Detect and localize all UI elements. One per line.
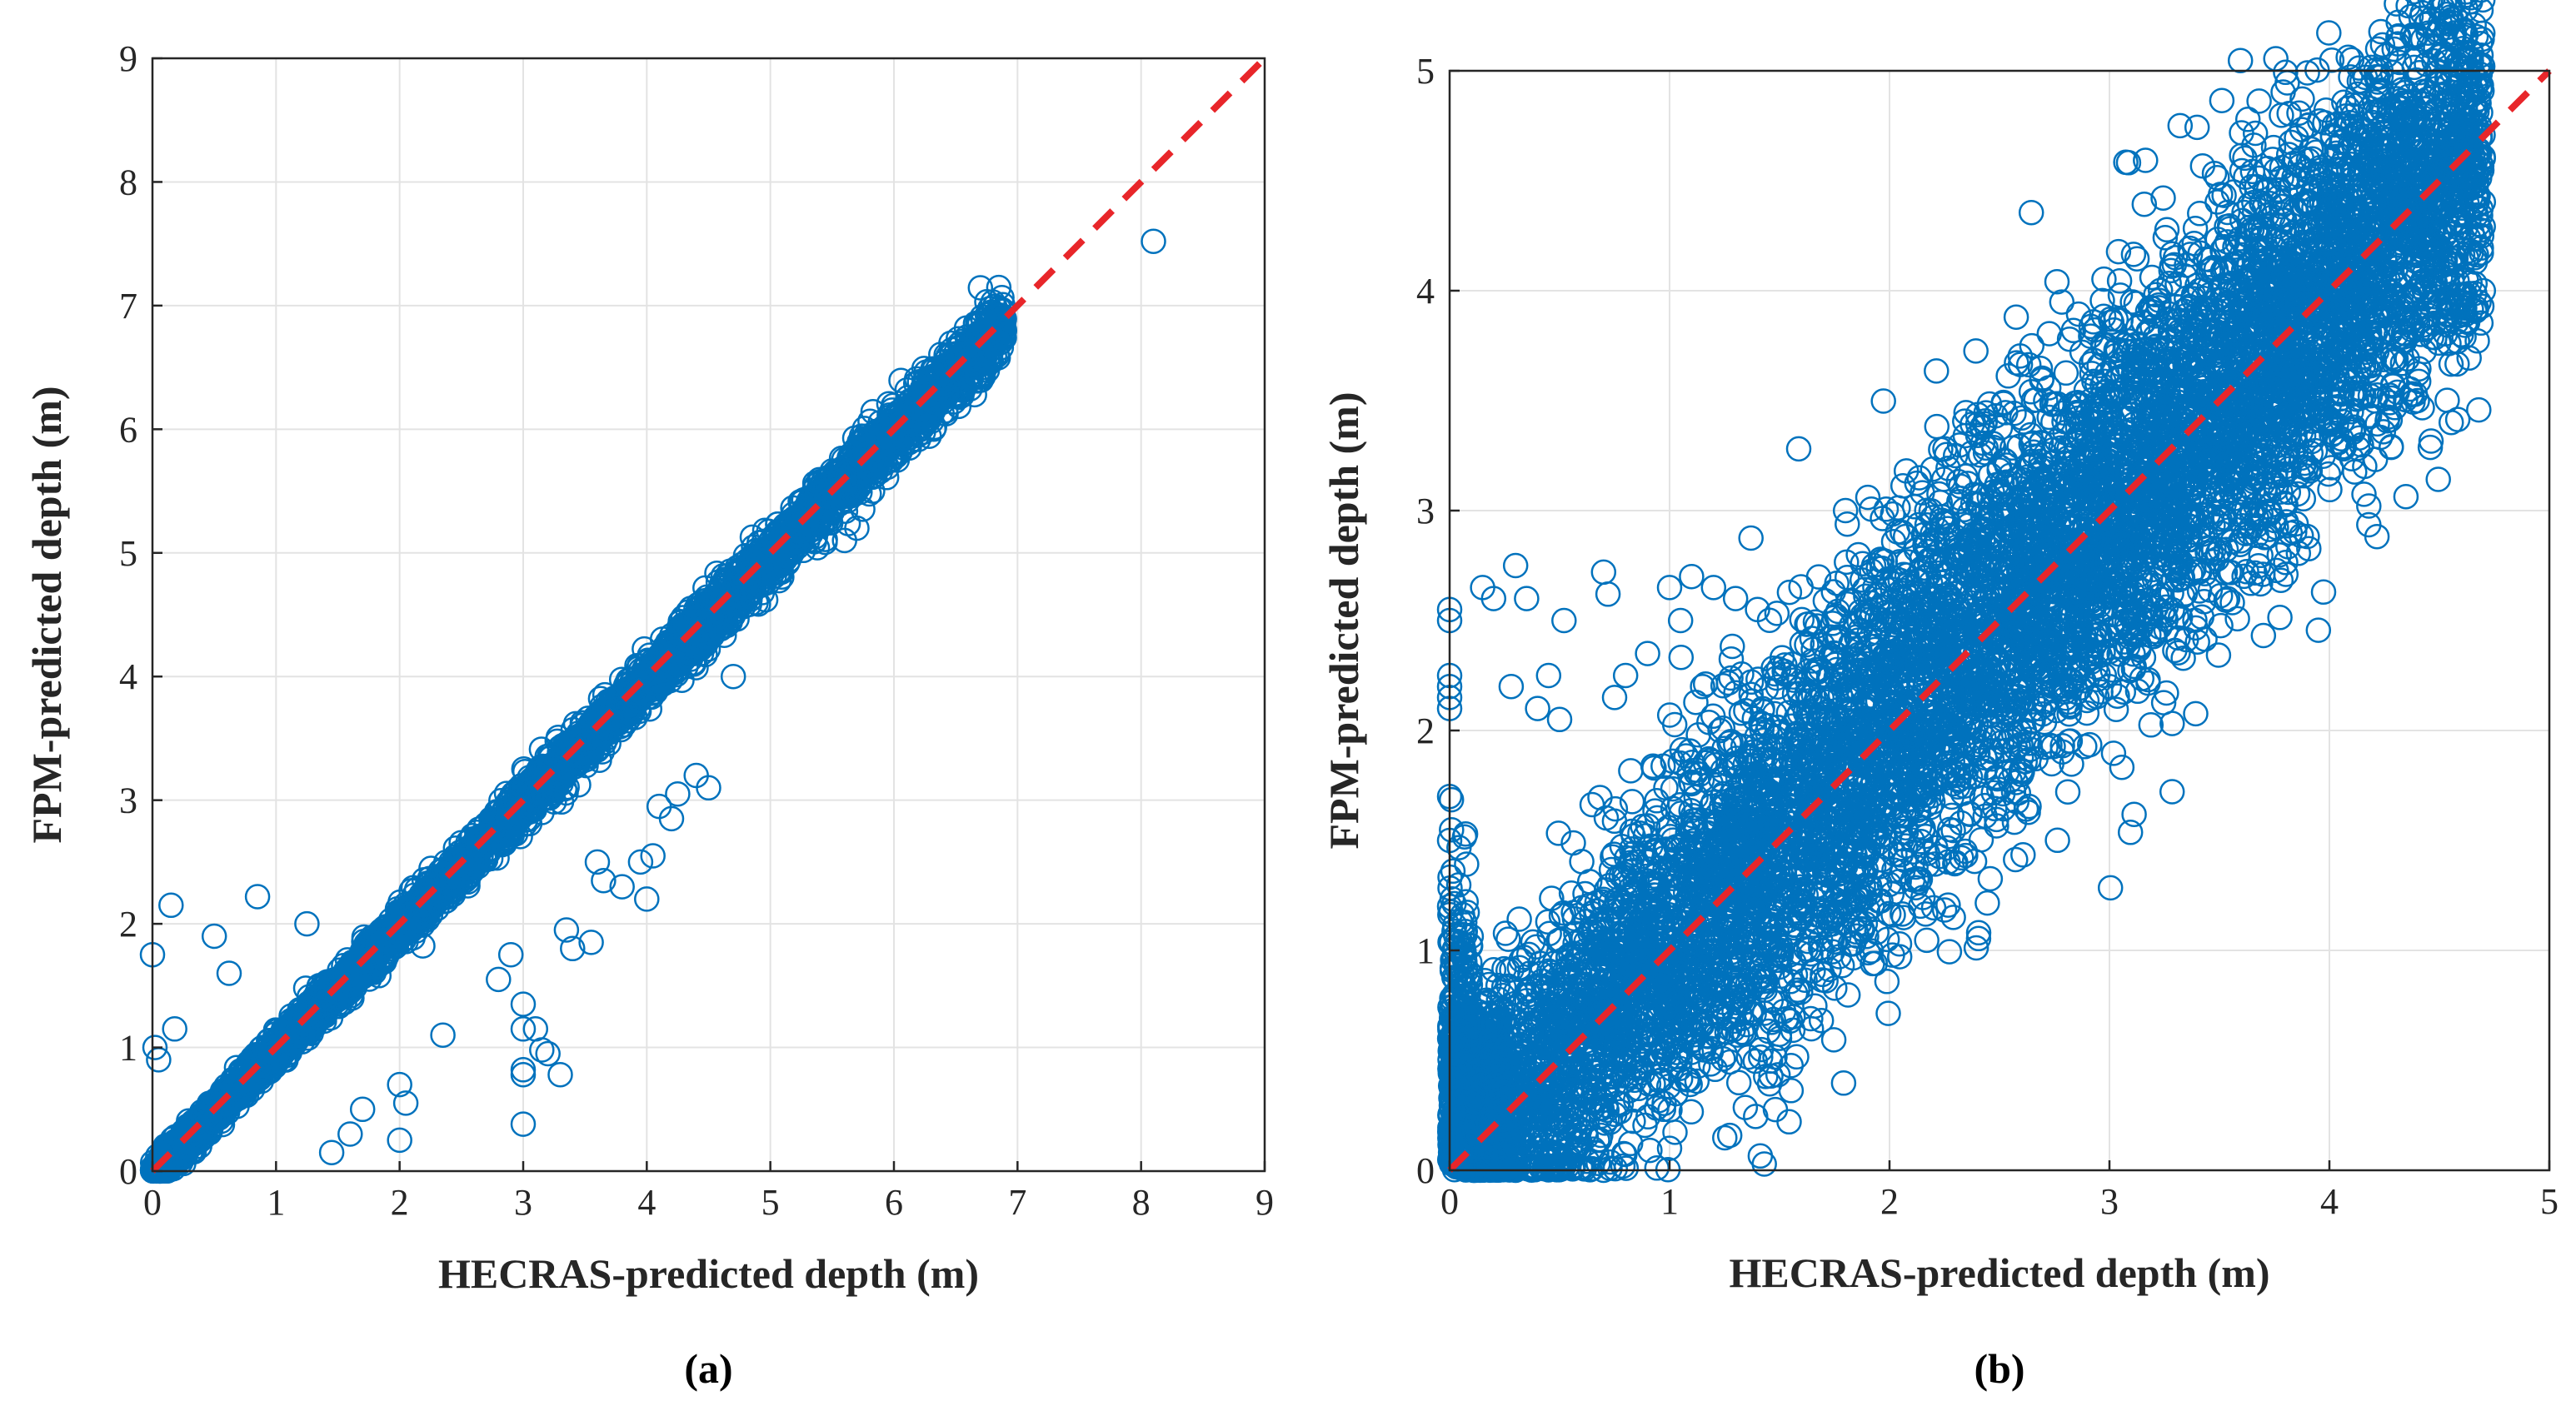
panel-a-y-ticks: 0 1 2 3 4 5 6 7 8 9 bbox=[119, 38, 162, 1192]
scatter-point bbox=[683, 762, 709, 789]
scatter-point bbox=[547, 1061, 573, 1088]
y-tick-label: 3 bbox=[119, 780, 137, 821]
x-tick-label: 2 bbox=[391, 1182, 409, 1223]
scatter-point bbox=[535, 1040, 561, 1067]
scatter-point bbox=[967, 275, 994, 301]
y-tick-label: 4 bbox=[119, 656, 137, 697]
scatter-point bbox=[486, 966, 512, 993]
y-tick-label: 6 bbox=[119, 409, 137, 450]
x-tick-label: 5 bbox=[761, 1182, 780, 1223]
y-tick-label: 1 bbox=[119, 1028, 137, 1069]
scatter-point bbox=[349, 1096, 376, 1123]
scatter-point bbox=[201, 923, 227, 950]
scatter-point bbox=[665, 780, 691, 807]
scatter-point bbox=[2183, 701, 2209, 727]
scatter-point bbox=[1720, 633, 1745, 660]
scatter-point bbox=[658, 805, 685, 832]
panel-b-scatter-points bbox=[1436, 0, 2497, 1184]
x-tick-label: 6 bbox=[885, 1182, 903, 1223]
panel-a-caption: (a) bbox=[684, 1345, 732, 1392]
panel-a-scatter-points bbox=[139, 228, 1166, 1184]
x-tick-label: 4 bbox=[637, 1182, 656, 1223]
y-tick-label: 5 bbox=[119, 533, 137, 574]
scatter-point bbox=[318, 1139, 345, 1165]
scatter-point bbox=[1141, 228, 1166, 254]
scatter-point bbox=[146, 1047, 172, 1073]
y-tick-label: 9 bbox=[119, 38, 137, 79]
panel-a-x-axis-label: HECRAS-predicted depth (m) bbox=[438, 1250, 979, 1297]
y-tick-label: 7 bbox=[119, 286, 137, 327]
y-tick-label: 2 bbox=[119, 904, 137, 945]
y-tick-label: 0 bbox=[119, 1151, 137, 1192]
scatter-point bbox=[337, 1121, 363, 1147]
scatter-point bbox=[216, 960, 242, 986]
x-tick-label: 0 bbox=[143, 1182, 162, 1223]
scatter-point bbox=[430, 1022, 456, 1048]
x-tick-label: 9 bbox=[1256, 1182, 1274, 1223]
scatter-point bbox=[497, 941, 524, 968]
scatter-point bbox=[696, 775, 721, 801]
scatter-point bbox=[158, 892, 184, 919]
y-tick-label: 8 bbox=[119, 162, 137, 202]
panel-a-y-axis-label: FPM-predicted depth (m) bbox=[23, 386, 70, 844]
x-tick-label: 8 bbox=[1132, 1182, 1151, 1223]
scatter-point bbox=[244, 884, 271, 910]
x-tick-label: 7 bbox=[1008, 1182, 1026, 1223]
panel-a: 0 1 2 3 4 5 6 7 8 9 0 1 2 3 4 5 6 7 8 9 HECRAS-predicted d… bbox=[23, 38, 1274, 1392]
x-tick-label: 1 bbox=[267, 1182, 285, 1223]
x-tick-label: 3 bbox=[514, 1182, 532, 1223]
scatter-point bbox=[162, 1016, 187, 1042]
